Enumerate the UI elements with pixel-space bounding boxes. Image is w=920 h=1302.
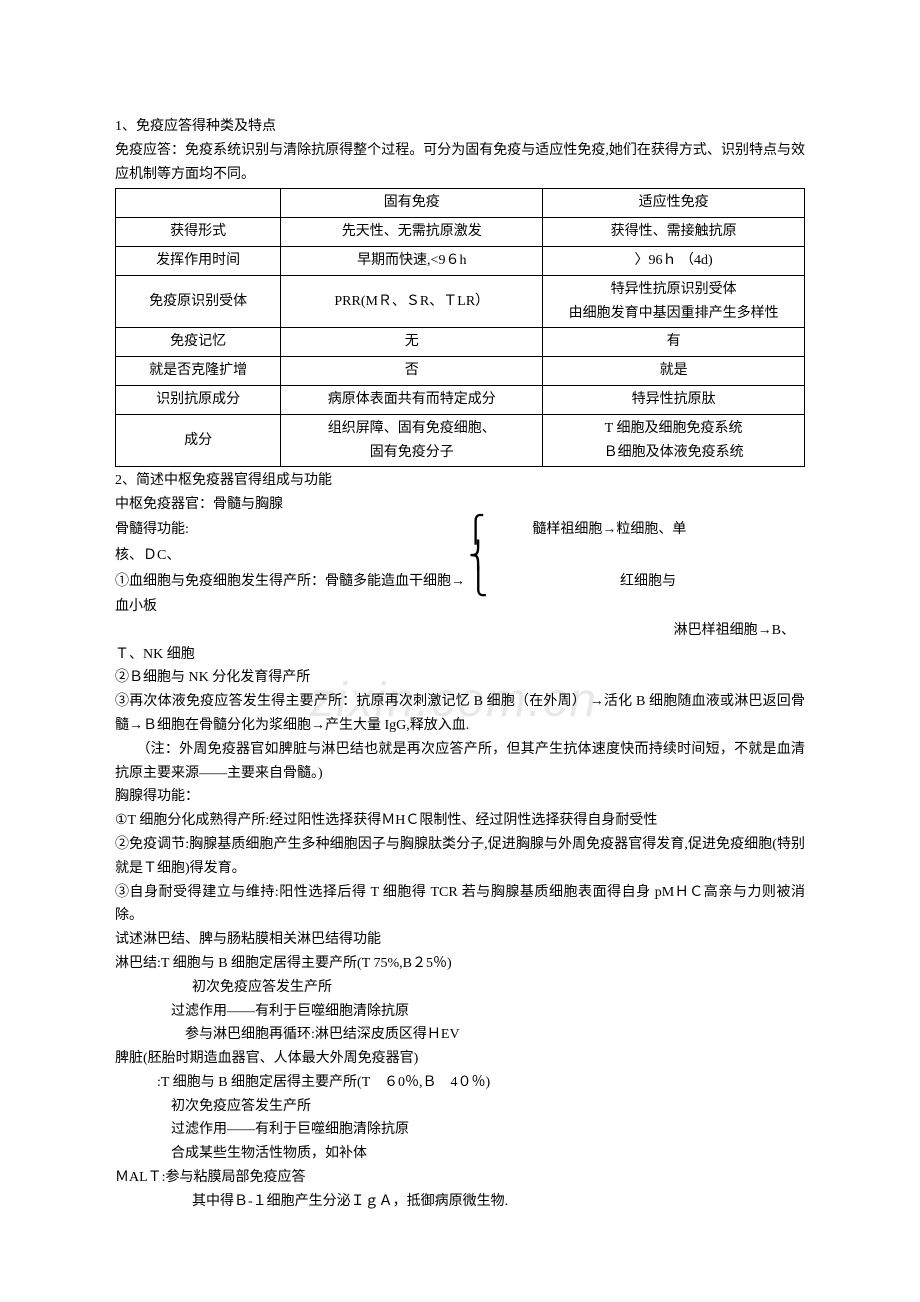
brace-top-icon: ⎧	[466, 517, 486, 543]
table-cell	[116, 189, 281, 218]
para: 过滤作用——有利于巨噬细胞清除抗原	[115, 1000, 805, 1024]
table-cell: 先天性、无需抗原激发	[281, 218, 543, 247]
comparison-table: 固有免疫 适应性免疫 获得形式 先天性、无需抗原激发 获得性、需接触抗原 发挥作…	[115, 188, 805, 467]
table-cell: 早期而快速,<9６h	[281, 246, 543, 275]
para: 初次免疫应答发生产所	[115, 976, 805, 1000]
text: 骨髓得功能:	[115, 522, 189, 537]
table-cell: 病原体表面共有而特定成分	[281, 385, 543, 414]
para: ①血细胞与免疫细胞发生得产所：骨髓多能造血干细胞→ ⎩ 红细胞与	[115, 569, 805, 595]
table-cell: 组织屏障、固有免疫细胞、 固有免疫分子	[281, 414, 543, 467]
table-row: 免疫记忆 无 有	[116, 328, 805, 357]
para: 核、ＤC、 ⎨	[115, 543, 805, 569]
para: ②Ｂ细胞与 NK 分化发育得产所	[115, 666, 805, 690]
table-cell: 固有免疫	[281, 189, 543, 218]
brace-mid-icon: ⎨	[468, 543, 488, 569]
para: 骨髓得功能: ⎧ 髓样祖细胞→粒细胞、单	[115, 517, 805, 543]
table-cell: 获得性、需接触抗原	[543, 218, 805, 247]
text: 红细胞与	[620, 574, 676, 589]
heading-2: 2、简述中枢免疫器官得组成与功能	[115, 469, 805, 493]
text: ①血细胞与免疫细胞发生得产所：骨髓多能造血干细胞→	[115, 574, 465, 589]
para: 血小板	[115, 595, 805, 619]
table-row: 成分 组织屏障、固有免疫细胞、 固有免疫分子 T 细胞及细胞免疫系统 Ｂ细胞及体…	[116, 414, 805, 467]
heading-1: 1、免疫应答得种类及特点	[115, 115, 805, 139]
para: 其中得Ｂ-１细胞产生分泌ＩｇＡ，抵御病原微生物.	[115, 1190, 805, 1214]
table-cell: 无	[281, 328, 543, 357]
table-cell: 成分	[116, 414, 281, 467]
table-cell: 获得形式	[116, 218, 281, 247]
brace-bot-icon: ⎩	[469, 569, 489, 595]
table-row: 发挥作用时间 早期而快速,<9６h 〉96ｈ （4d)	[116, 246, 805, 275]
text: 核、ＤC、	[115, 548, 180, 563]
table-cell: PRR(MＲ、ＳR、ＴLR）	[281, 275, 543, 328]
para: Ｔ、NK 细胞	[115, 643, 805, 667]
para: :T 细胞与 B 细胞定居得主要产所(T ６0％,Ｂ 4０％)	[115, 1071, 805, 1095]
para: 初次免疫应答发生产所	[115, 1095, 805, 1119]
table-row: 识别抗原成分 病原体表面共有而特定成分 特异性抗原肽	[116, 385, 805, 414]
para: 合成某些生物活性物质，如补体	[115, 1142, 805, 1166]
table-cell: T 细胞及细胞免疫系统 Ｂ细胞及体液免疫系统	[543, 414, 805, 467]
intro-para: 免疫应答：免疫系统识别与清除抗原得整个过程。可分为固有免疫与适应性免疫,她们在获…	[115, 139, 805, 187]
table-row: 就是否克隆扩增 否 就是	[116, 357, 805, 386]
para: 过滤作用——有利于巨噬细胞清除抗原	[115, 1118, 805, 1142]
table-cell: 〉96ｈ （4d)	[543, 246, 805, 275]
text: 髓样祖细胞→粒细胞、单	[532, 522, 686, 537]
para: 淋巴样祖细胞→B、	[115, 619, 805, 643]
para: 胸腺得功能：	[115, 785, 805, 809]
table-cell: 有	[543, 328, 805, 357]
para: 脾脏(胚胎时期造血器官、人体最大外周免疫器官)	[115, 1047, 805, 1071]
para: 试述淋巴结、脾与肠粘膜相关淋巴结得功能	[115, 928, 805, 952]
table-row: 固有免疫 适应性免疫	[116, 189, 805, 218]
table-cell: 发挥作用时间	[116, 246, 281, 275]
table-cell: 免疫原识别受体	[116, 275, 281, 328]
para: ③自身耐受得建立与维持:阳性选择后得 T 细胞得 TCR 若与胸腺基质细胞表面得…	[115, 881, 805, 929]
table-cell: 适应性免疫	[543, 189, 805, 218]
table-cell: 特异性抗原识别受体 由细胞发育中基因重排产生多样性	[543, 275, 805, 328]
para: ③再次体液免疫应答发生得主要产所：抗原再次刺激记忆 B 细胞（在外周） →活化 …	[115, 690, 805, 738]
table-cell: 识别抗原成分	[116, 385, 281, 414]
table-cell: 特异性抗原肽	[543, 385, 805, 414]
table-cell: 免疫记忆	[116, 328, 281, 357]
para: 淋巴结:T 细胞与 B 细胞定居得主要产所(T 75%,B２5％)	[115, 952, 805, 976]
table-cell: 就是	[543, 357, 805, 386]
para: ＭALＴ:参与粘膜局部免疫应答	[115, 1166, 805, 1190]
para-note: （注：外周免疫器官如脾脏与淋巴结也就是再次应答产所，但其产生抗体速度快而持续时间…	[115, 738, 805, 786]
para: ②免疫调节:胸腺基质细胞产生多种细胞因子与胸腺肽类分子,促进胸腺与外周免疫器官得…	[115, 833, 805, 881]
table-row: 免疫原识别受体 PRR(MＲ、ＳR、ＴLR） 特异性抗原识别受体 由细胞发育中基…	[116, 275, 805, 328]
table-row: 获得形式 先天性、无需抗原激发 获得性、需接触抗原	[116, 218, 805, 247]
para: 参与淋巴细胞再循环:淋巴结深皮质区得ＨEV	[115, 1023, 805, 1047]
table-cell: 就是否克隆扩增	[116, 357, 281, 386]
text: 淋巴样祖细胞→B、	[674, 623, 795, 638]
para: ①T 细胞分化成熟得产所:经过阳性选择获得ＭHＣ限制性、经过阴性选择获得自身耐受…	[115, 809, 805, 833]
para: 中枢免疫器官：骨髓与胸腺	[115, 493, 805, 517]
table-cell: 否	[281, 357, 543, 386]
